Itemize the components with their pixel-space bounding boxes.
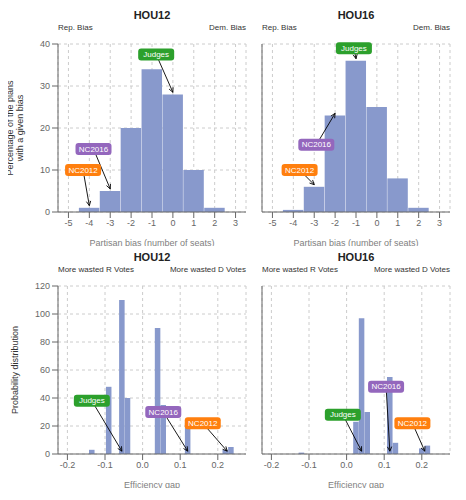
svg-text:Partisan bias (number of seats: Partisan bias (number of seats) [293,238,418,246]
svg-text:Efficiency gap: Efficiency gap [124,480,180,488]
svg-text:-3: -3 [106,218,114,228]
svg-text:2: 2 [416,218,421,228]
svg-text:30: 30 [40,81,50,91]
html-text:HOU12: HOU12 [133,251,171,263]
svg-text:0.0: 0.0 [340,460,353,470]
svg-text:Judges: Judges [330,410,356,419]
svg-text:3: 3 [233,218,238,228]
svg-text:-0.1: -0.1 [301,460,317,470]
svg-text:NC2012: NC2012 [188,419,218,428]
html-text:Dem. Bias: Dem. Bias [209,23,246,32]
svg-text:80: 80 [40,337,50,347]
svg-text:-4: -4 [289,218,297,228]
html-text:HOU16: HOU16 [337,251,375,263]
svg-text:-1: -1 [352,218,360,228]
svg-text:-5: -5 [64,218,72,228]
svg-text:0.1: 0.1 [378,460,391,470]
svg-text:0: 0 [45,207,50,217]
svg-text:60: 60 [40,365,50,375]
html-text:More wasted D Votes: More wasted D Votes [374,265,450,274]
svg-text:-0.2: -0.2 [264,460,280,470]
html-text:HOU16: HOU16 [337,9,375,21]
html-text:More wasted D Votes: More wasted D Votes [170,265,246,274]
svg-text:-0.2: -0.2 [60,460,76,470]
html-text:More wasted R Votes: More wasted R Votes [58,265,134,274]
svg-text:-5: -5 [268,218,276,228]
html-text:More wasted R Votes: More wasted R Votes [262,265,338,274]
svg-text:40: 40 [40,393,50,403]
svg-text:-2: -2 [127,218,135,228]
svg-text:-4: -4 [85,218,93,228]
svg-text:0.1: 0.1 [174,460,187,470]
svg-text:NC2016: NC2016 [79,145,109,154]
svg-text:0: 0 [45,449,50,459]
svg-text:NC2016: NC2016 [302,140,332,149]
svg-text:NC2012: NC2012 [285,166,315,175]
svg-text:-1: -1 [148,218,156,228]
svg-text:NC2012: NC2012 [68,166,98,175]
svg-text:Efficiency gap: Efficiency gap [328,480,384,488]
html-text:Dem. Bias: Dem. Bias [413,23,450,32]
svg-text:1: 1 [191,218,196,228]
svg-text:NC2016: NC2016 [371,382,401,391]
svg-text:Percentage of the planswith a: Percentage of the planswith a given bias [8,80,25,176]
svg-text:-2: -2 [331,218,339,228]
svg-text:0: 0 [374,218,379,228]
svg-text:NC2012: NC2012 [398,419,428,428]
svg-text:20: 20 [40,421,50,431]
svg-text:Partisan bias (number of seats: Partisan bias (number of seats) [89,238,214,246]
svg-text:-3: -3 [310,218,318,228]
svg-text:NC2016: NC2016 [149,408,179,417]
svg-text:40: 40 [40,39,50,49]
svg-text:120: 120 [35,281,50,291]
html-text:Rep. Bias: Rep. Bias [58,23,93,32]
svg-text:-0.1: -0.1 [97,460,113,470]
svg-text:10: 10 [40,165,50,175]
svg-text:0: 0 [170,218,175,228]
svg-text:Judges: Judges [79,396,105,405]
svg-text:20: 20 [40,123,50,133]
svg-text:3: 3 [437,218,442,228]
svg-text:Probability distribution: Probability distribution [10,326,20,414]
svg-text:2: 2 [212,218,217,228]
svg-text:100: 100 [35,309,50,319]
svg-text:0.0: 0.0 [136,460,149,470]
svg-text:0.2: 0.2 [212,460,225,470]
svg-text:1: 1 [395,218,400,228]
svg-text:Judges: Judges [341,44,367,53]
svg-text:0.2: 0.2 [416,460,429,470]
html-text:Rep. Bias: Rep. Bias [262,23,297,32]
html-text:HOU12: HOU12 [133,9,171,21]
svg-text:Judges: Judges [143,50,169,59]
